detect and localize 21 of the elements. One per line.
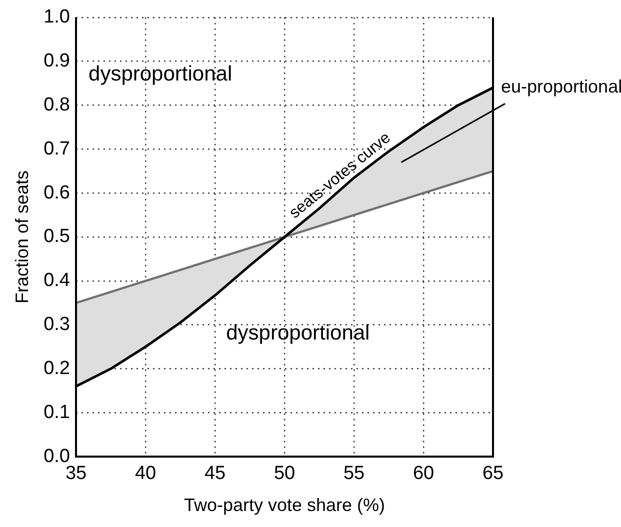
x-tick-label: 50: [274, 463, 296, 484]
y-tick-label: 0.7: [44, 138, 70, 160]
y-tick-label: 0.6: [44, 182, 70, 204]
x-tick-label: 45: [204, 463, 226, 484]
x-tick-label: 40: [134, 463, 156, 484]
y-tick-label: 0.5: [44, 226, 70, 248]
text: eu-proportional: [501, 76, 621, 97]
y-tick-label: 0.3: [44, 314, 70, 336]
y-tick-label: 0.2: [44, 358, 70, 379]
x-tick-label: 65: [482, 463, 504, 484]
y-tick-label: 0.9: [44, 50, 70, 72]
y-axis-title: Fraction of seats: [12, 170, 32, 304]
y-tick-label: 0.8: [44, 94, 70, 116]
x-axis-title: Two‑party vote share (%): [184, 495, 386, 516]
y-tick-label: 0.4: [44, 270, 70, 292]
x-tick-label: 55: [343, 463, 365, 484]
y-tick-label: 0.1: [44, 402, 70, 423]
annotation: dysproportional: [226, 321, 370, 344]
annotation: dysproportional: [88, 62, 232, 86]
y-tick-label: 1.0: [44, 6, 70, 28]
x-tick-label: 60: [412, 463, 434, 484]
